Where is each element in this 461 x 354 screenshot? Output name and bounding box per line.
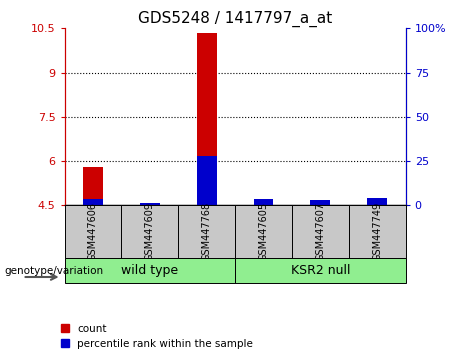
Bar bbox=[140, 203, 160, 205]
Text: wild type: wild type bbox=[121, 264, 178, 277]
Bar bbox=[367, 198, 387, 205]
Bar bbox=[178, 205, 235, 258]
Bar bbox=[83, 199, 103, 205]
Legend: count, percentile rank within the sample: count, percentile rank within the sample bbox=[60, 324, 253, 349]
Text: GSM447749: GSM447749 bbox=[372, 202, 382, 262]
Bar bbox=[254, 199, 273, 205]
Bar bbox=[367, 198, 387, 205]
Title: GDS5248 / 1417797_a_at: GDS5248 / 1417797_a_at bbox=[138, 11, 332, 27]
Bar bbox=[197, 156, 217, 205]
Text: GSM447606: GSM447606 bbox=[88, 202, 98, 261]
Bar bbox=[310, 200, 331, 205]
Bar bbox=[254, 201, 273, 205]
Bar bbox=[235, 258, 406, 283]
Bar bbox=[310, 202, 331, 205]
Text: GSM447607: GSM447607 bbox=[315, 202, 325, 262]
Text: GSM447768: GSM447768 bbox=[201, 202, 212, 262]
Text: KSR2 null: KSR2 null bbox=[290, 264, 350, 277]
Bar bbox=[121, 205, 178, 258]
Text: GSM447609: GSM447609 bbox=[145, 202, 155, 261]
Bar bbox=[235, 205, 292, 258]
Bar bbox=[83, 167, 103, 205]
Bar bbox=[197, 33, 217, 205]
Bar bbox=[140, 204, 160, 205]
Bar bbox=[292, 205, 349, 258]
Text: genotype/variation: genotype/variation bbox=[5, 266, 104, 276]
Text: GSM447605: GSM447605 bbox=[259, 202, 269, 262]
Bar bbox=[65, 205, 121, 258]
Bar bbox=[349, 205, 406, 258]
Bar bbox=[65, 258, 235, 283]
